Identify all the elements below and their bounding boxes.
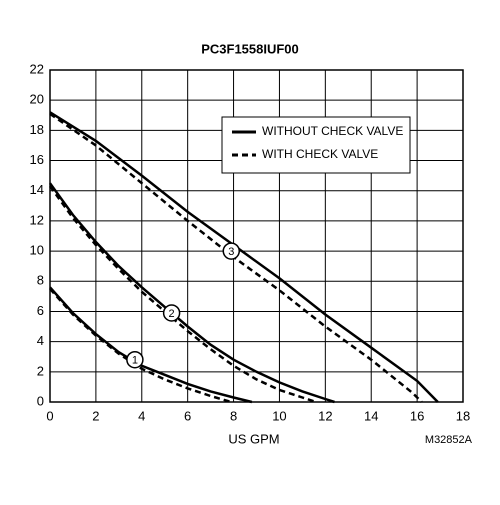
y-tick-label: 20 (30, 92, 44, 107)
x-tick-label: 8 (230, 408, 237, 423)
legend-label: WITH CHECK VALVE (262, 147, 378, 161)
x-tick-label: 0 (46, 408, 53, 423)
y-tick-label: 10 (30, 243, 44, 258)
x-axis-label: US GPM (228, 431, 279, 446)
x-tick-label: 14 (364, 408, 378, 423)
annotation-label: 2 (169, 308, 175, 320)
x-tick-label: 12 (318, 408, 332, 423)
curve (49, 287, 232, 404)
x-tick-label: 16 (410, 408, 424, 423)
annotation-label: 3 (228, 246, 234, 258)
x-tick-label: 10 (272, 408, 286, 423)
x-tick-label: 6 (184, 408, 191, 423)
annotation-label: 1 (132, 355, 138, 367)
y-tick-label: 18 (30, 122, 44, 137)
x-tick-label: 4 (138, 408, 145, 423)
annotation-circle (162, 304, 181, 322)
chart-title: PC3F1558IUF00 (201, 41, 299, 56)
y-tick-label: 0 (37, 393, 44, 408)
figure-note: M32852A (425, 434, 473, 446)
y-tick-label: 22 (30, 61, 44, 76)
x-tick-label: 2 (92, 408, 99, 423)
y-tick-label: 6 (37, 303, 44, 318)
legend-label: WITHOUT CHECK VALVE (262, 124, 403, 138)
y-tick-label: 8 (37, 273, 44, 288)
y-tick-label: 16 (30, 152, 44, 167)
curve (49, 112, 423, 403)
x-tick-label: 18 (456, 408, 470, 423)
curve (49, 111, 439, 403)
y-tick-label: 12 (30, 212, 44, 227)
plot-frame (49, 69, 464, 403)
curve (48, 185, 317, 404)
y-tick-label: 14 (30, 182, 44, 197)
annotation-circle (222, 242, 241, 260)
y-tick-label: 4 (37, 333, 44, 348)
curve (48, 182, 335, 404)
curve (49, 286, 253, 404)
annotation-circle (126, 350, 144, 369)
legend-box (221, 116, 411, 174)
y-tick-label: 2 (37, 363, 44, 378)
